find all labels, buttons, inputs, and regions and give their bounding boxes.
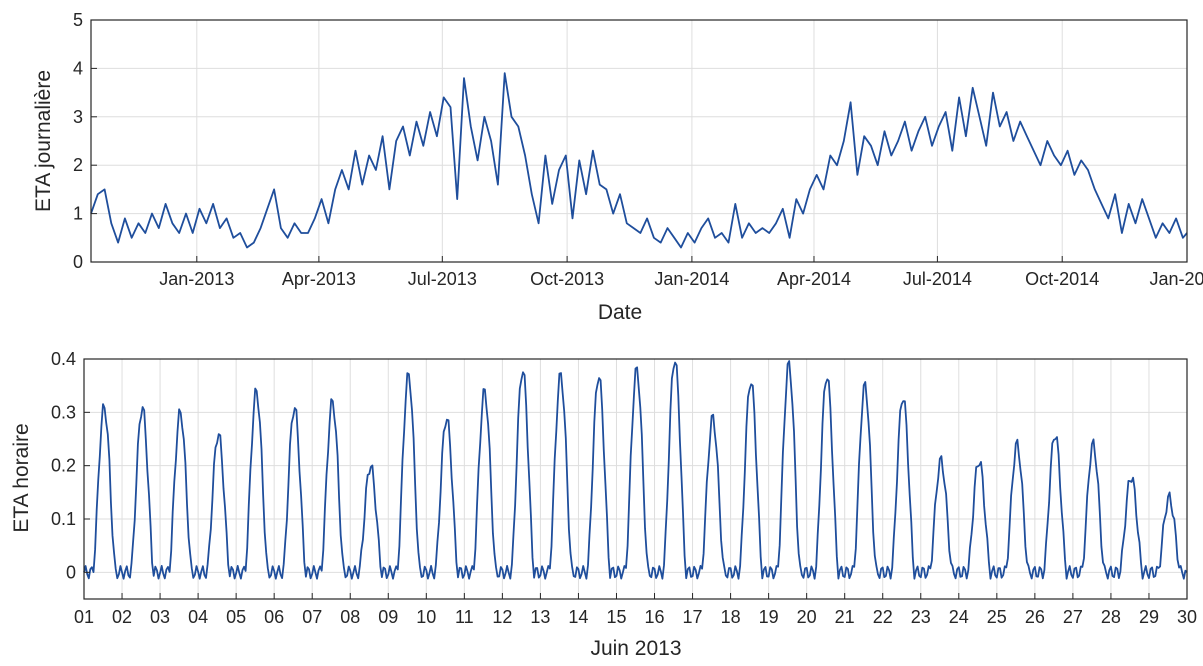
hourly-eta-xtick-label: 22 [873, 607, 893, 627]
daily-eta-ticks: 0 1 2 3 4 5 Jan-2013 Apr-2013 Jul-2013 Oct-2013 Ja… [73, 10, 1203, 289]
daily-eta-xtick-label: Apr-2013 [282, 269, 356, 289]
daily-eta-xtick-label: Jan-2014 [654, 269, 729, 289]
hourly-eta-xtick-label: 08 [340, 607, 360, 627]
daily-eta-xlabel: Date [598, 301, 642, 324]
daily-eta-line [90, 72, 1188, 249]
hourly-eta-xtick-label: 15 [606, 607, 626, 627]
daily-eta-ytick-label: 1 [73, 204, 83, 224]
hourly-eta-xtick-label: 29 [1139, 607, 1159, 627]
hourly-eta-xtick-label: 04 [188, 607, 208, 627]
hourly-eta-xtick-label: 06 [264, 607, 284, 627]
hourly-eta-ticks: 0 0.1 0.2 0.3 0.4 01 02 03 04 05 06 07 08 09 10 11 12 13 1… [51, 349, 1197, 627]
hourly-eta-xtick-label: 02 [112, 607, 132, 627]
hourly-eta-xtick-label: 14 [568, 607, 588, 627]
daily-eta-ylabel: ETA journalière [32, 70, 55, 212]
hourly-eta-xtick-label: 23 [911, 607, 931, 627]
hourly-eta-xtick-label: 16 [645, 607, 665, 627]
hourly-eta-xtick-label: 10 [416, 607, 436, 627]
hourly-eta-xtick-label: 09 [378, 607, 398, 627]
hourly-eta-xtick-label: 18 [721, 607, 741, 627]
hourly-eta-xtick-label: 11 [455, 607, 474, 627]
hourly-eta-ytick-label: 0.2 [51, 456, 76, 476]
hourly-eta-xtick-label: 27 [1063, 607, 1083, 627]
daily-eta-xtick-label: Oct-2013 [530, 269, 604, 289]
hourly-eta-ytick-label: 0 [66, 562, 76, 582]
hourly-eta-xtick-label: 03 [150, 607, 170, 627]
hourly-eta-ytick-label: 0.3 [51, 402, 76, 422]
hourly-eta-xtick-label: 05 [226, 607, 246, 627]
hourly-eta-line [83, 360, 1188, 580]
daily-eta-ytick-label: 4 [73, 58, 83, 78]
hourly-eta-xtick-label: 13 [530, 607, 550, 627]
hourly-eta-ylabel: ETA horaire [10, 423, 33, 532]
daily-eta-ytick-label: 0 [73, 252, 83, 272]
daily-eta-grid [91, 19, 1188, 263]
hourly-eta-xtick-label: 17 [683, 607, 703, 627]
daily-eta-xtick-label: Apr-2014 [777, 269, 851, 289]
daily-eta-chart: 0 1 2 3 4 5 Jan-2013 Apr-2013 Jul-2013 Oct-2013 Ja… [32, 10, 1203, 324]
hourly-eta-xtick-label: 24 [949, 607, 969, 627]
daily-eta-ytick-label: 3 [73, 107, 83, 127]
hourly-eta-xlabel: Juin 2013 [590, 637, 681, 660]
hourly-eta-series [83, 360, 1188, 580]
hourly-eta-xtick-label: 25 [987, 607, 1007, 627]
hourly-eta-xtick-label: 21 [835, 607, 855, 627]
daily-eta-xtick-label: Jul-2014 [903, 269, 972, 289]
daily-eta-xtick-label: Jan-2015 [1149, 269, 1203, 289]
hourly-eta-xtick-label: 20 [797, 607, 817, 627]
hourly-eta-xtick-label: 12 [492, 607, 512, 627]
hourly-eta-plot-frame [83, 358, 1188, 600]
hourly-eta-xtick-label: 28 [1101, 607, 1121, 627]
daily-eta-ytick-label: 5 [73, 10, 83, 30]
hourly-eta-chart: 0 0.1 0.2 0.3 0.4 01 02 03 04 05 06 07 08 09 10 11 12 13 1… [10, 349, 1197, 660]
hourly-eta-xtick-label: 07 [302, 607, 322, 627]
daily-eta-ytick-label: 2 [73, 155, 83, 175]
hourly-eta-xtick-label: 19 [759, 607, 779, 627]
daily-eta-xtick-label: Jul-2013 [408, 269, 477, 289]
daily-eta-xtick-label: Oct-2014 [1025, 269, 1099, 289]
daily-eta-series [90, 72, 1188, 249]
hourly-eta-xtick-label: 26 [1025, 607, 1045, 627]
daily-eta-xtick-label: Jan-2013 [159, 269, 234, 289]
hourly-eta-xtick-label: 01 [74, 607, 94, 627]
hourly-eta-xtick-label: 30 [1177, 607, 1197, 627]
hourly-eta-ytick-label: 0.1 [51, 509, 76, 529]
hourly-eta-ytick-label: 0.4 [51, 349, 76, 369]
daily-eta-plot-frame [90, 19, 1188, 263]
